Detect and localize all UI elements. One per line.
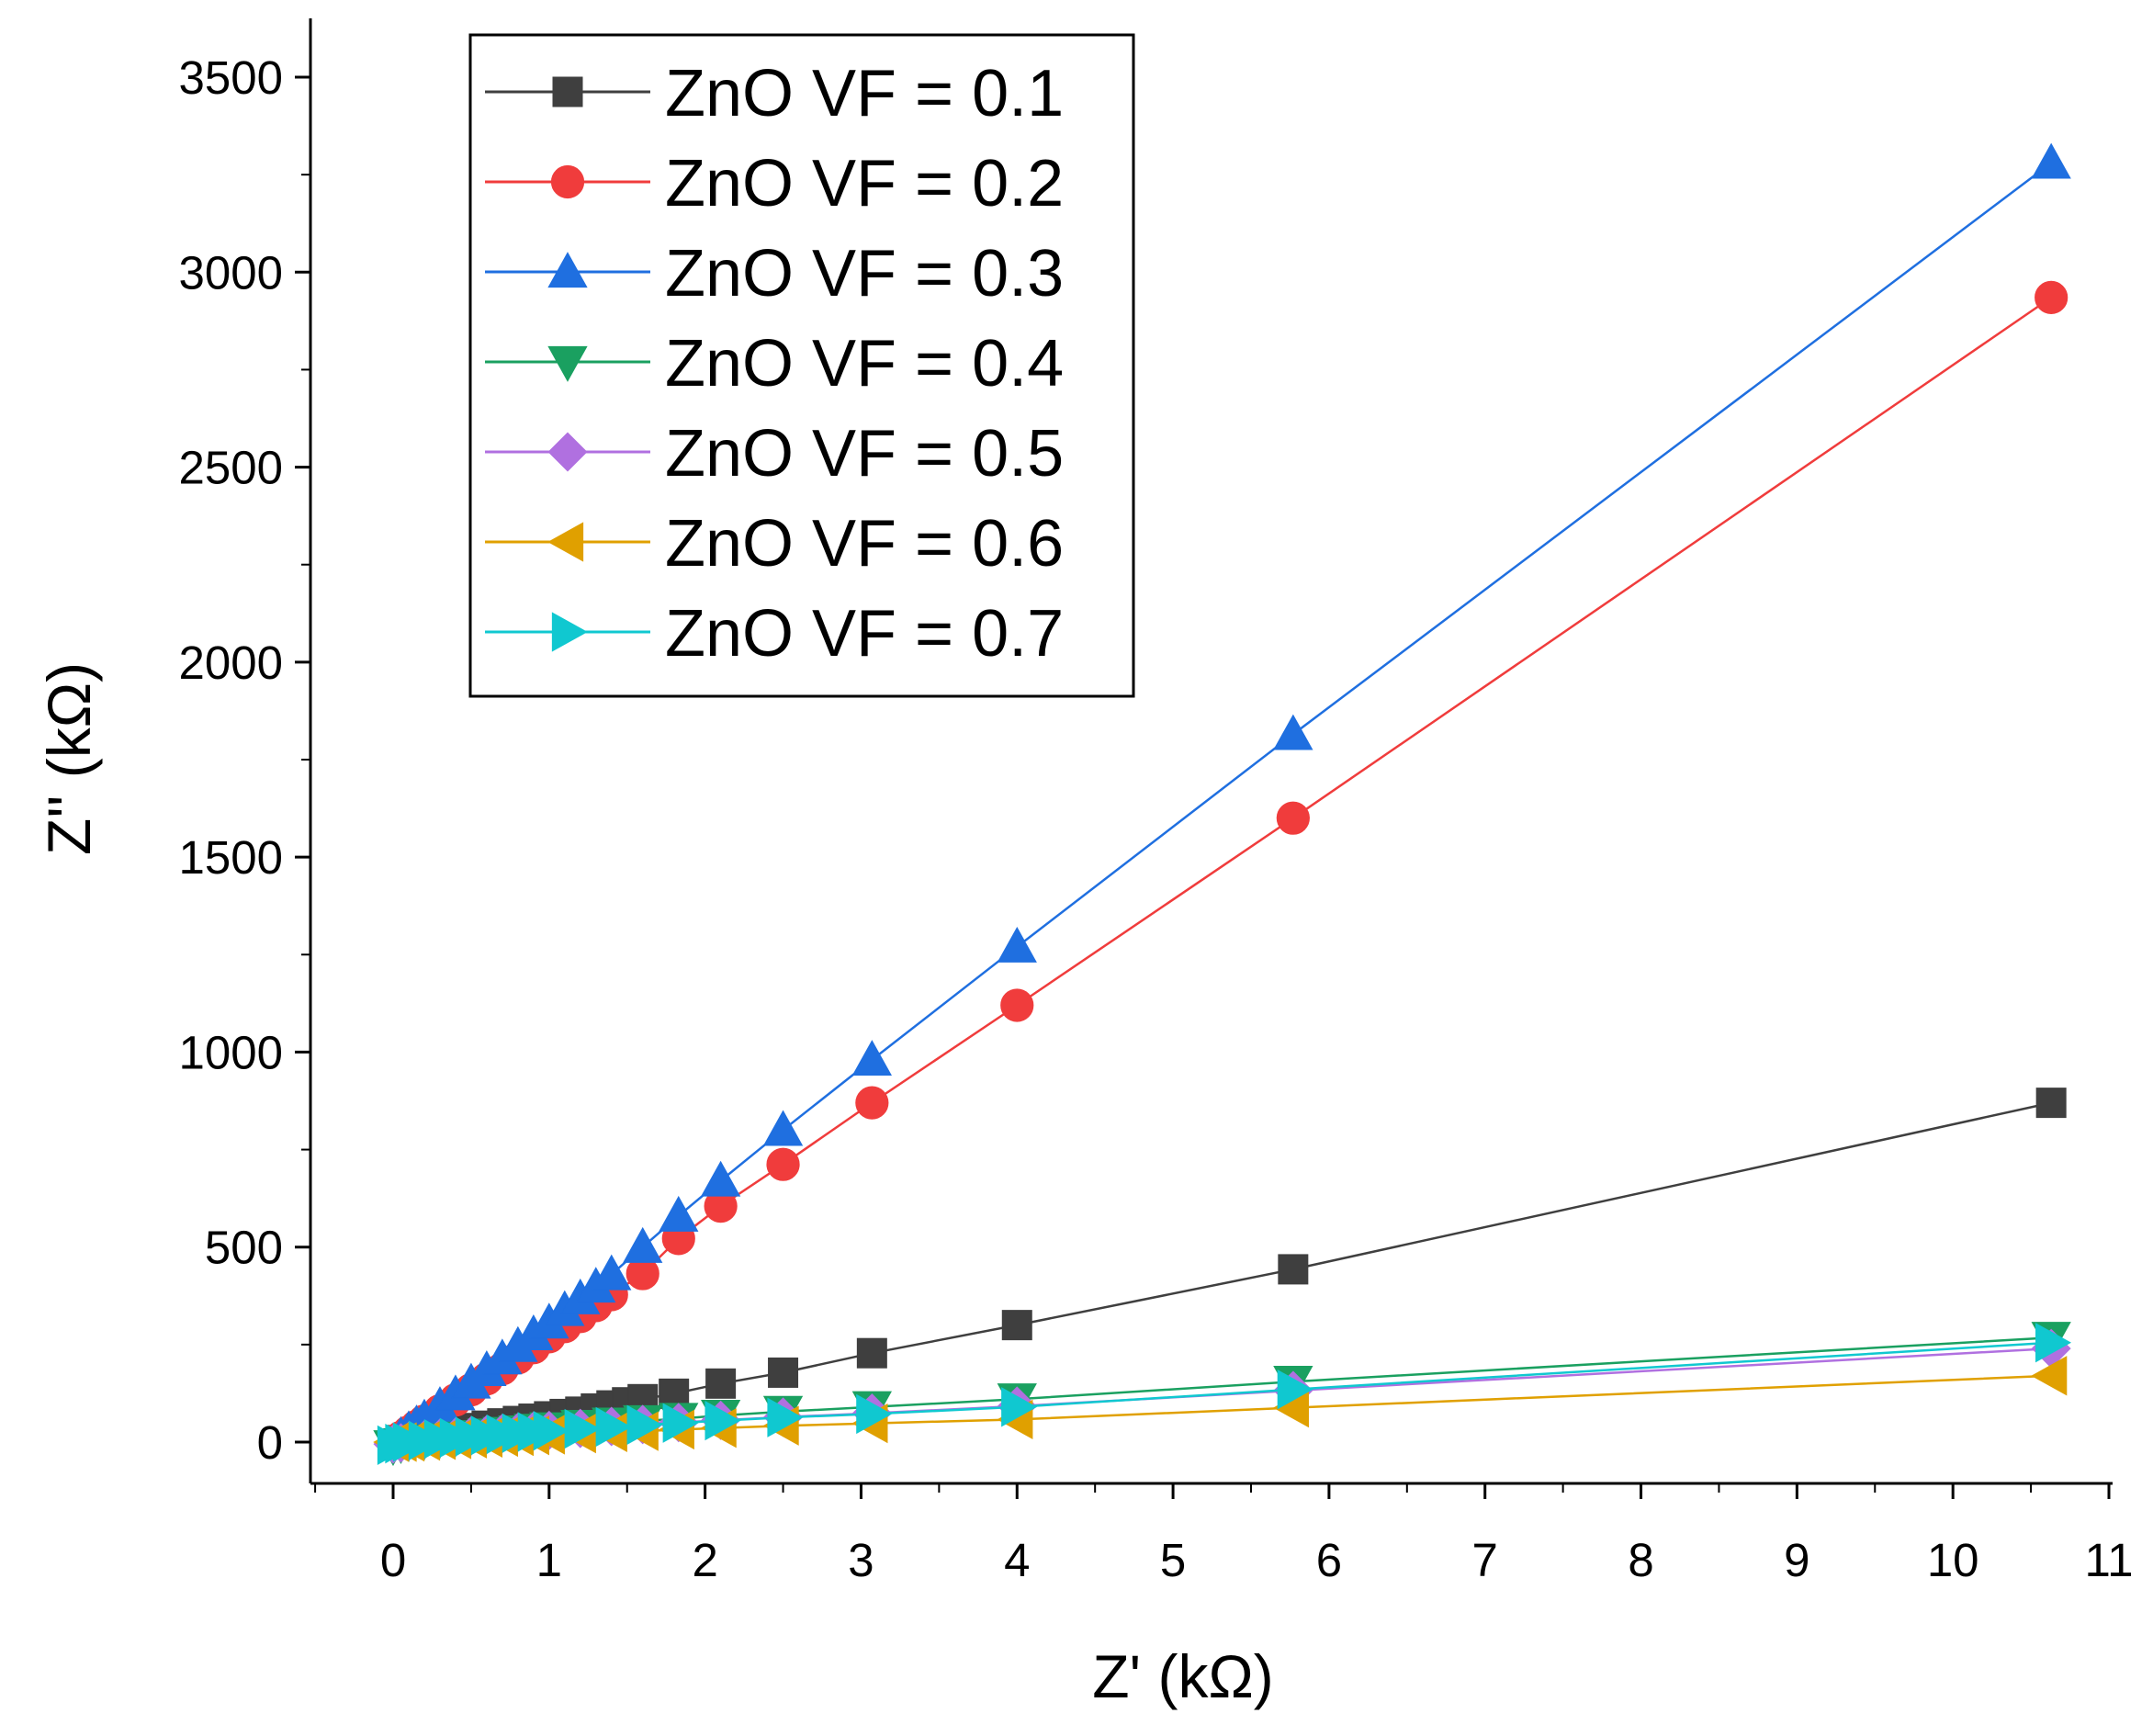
data-point bbox=[626, 1404, 663, 1445]
data-point bbox=[2031, 1356, 2068, 1396]
legend-item: ZnO VF = 0.5 bbox=[485, 417, 1064, 490]
legend-marker bbox=[552, 76, 583, 107]
data-point bbox=[564, 1408, 601, 1449]
y-tick-label: 3000 bbox=[179, 246, 283, 299]
legend-marker bbox=[547, 252, 588, 288]
data-point bbox=[768, 1357, 799, 1388]
y-tick-label: 2000 bbox=[179, 637, 283, 689]
y-tick-label: 500 bbox=[205, 1222, 283, 1274]
legend-marker bbox=[547, 432, 588, 472]
data-point bbox=[705, 1368, 737, 1399]
data-point bbox=[705, 1400, 741, 1441]
data-point bbox=[1277, 1370, 1313, 1410]
data-point bbox=[533, 1411, 569, 1451]
legend-item: ZnO VF = 0.6 bbox=[485, 507, 1064, 581]
x-tick-label: 6 bbox=[1316, 1534, 1342, 1586]
legend-label: ZnO VF = 0.3 bbox=[665, 237, 1064, 310]
plot-area bbox=[373, 142, 2071, 1467]
y-tick-label: 1000 bbox=[179, 1026, 283, 1078]
data-point bbox=[856, 1393, 893, 1435]
legend-item: ZnO VF = 0.2 bbox=[485, 147, 1064, 220]
y-tick-label: 0 bbox=[257, 1416, 283, 1469]
data-point bbox=[659, 1195, 699, 1232]
legend-item: ZnO VF = 0.4 bbox=[485, 327, 1064, 400]
data-point bbox=[623, 1226, 663, 1263]
data-point bbox=[766, 1147, 800, 1181]
legend-marker bbox=[547, 522, 584, 562]
x-tick-label: 3 bbox=[848, 1534, 874, 1586]
x-tick-label: 0 bbox=[380, 1534, 406, 1586]
x-axis-title: Z' (kΩ) bbox=[1092, 1642, 1274, 1710]
data-point bbox=[762, 1110, 804, 1146]
data-point bbox=[856, 1337, 887, 1369]
x-tick-label: 4 bbox=[1004, 1534, 1030, 1586]
data-point bbox=[2035, 280, 2068, 314]
data-point bbox=[1273, 714, 1313, 750]
data-point bbox=[1001, 1310, 1032, 1341]
y-axis-title: Z'' (kΩ) bbox=[35, 662, 103, 855]
legend-item: ZnO VF = 0.1 bbox=[485, 57, 1064, 130]
data-point bbox=[855, 1086, 889, 1120]
x-tick-label: 2 bbox=[692, 1534, 717, 1586]
legend: ZnO VF = 0.1 ZnO VF = 0.2 ZnO VF = 0.3 ZnO … bbox=[468, 33, 1135, 698]
data-point bbox=[2035, 1088, 2067, 1119]
data-point bbox=[700, 1160, 741, 1197]
data-point bbox=[767, 1397, 804, 1437]
x-tick-label: 11 bbox=[2085, 1534, 2134, 1586]
data-point bbox=[1000, 988, 1034, 1022]
legend-marker bbox=[550, 164, 585, 199]
axes: 0 1 2 3 4 5 6 7 8 9 10 11 0 500 1000 1500 2000 2500 3000 35… bbox=[179, 18, 2134, 1586]
x-tick-label: 10 bbox=[1927, 1534, 1979, 1586]
y-tick-label: 2500 bbox=[179, 442, 283, 494]
x-tick-label: 1 bbox=[536, 1534, 562, 1586]
x-tick-label: 8 bbox=[1628, 1534, 1653, 1586]
data-point bbox=[851, 1040, 892, 1077]
legend-label: ZnO VF = 0.7 bbox=[665, 597, 1064, 671]
x-tick-label: 9 bbox=[1784, 1534, 1809, 1586]
x-tick-label: 7 bbox=[1472, 1534, 1498, 1586]
data-point bbox=[592, 1254, 632, 1291]
x-tick-label: 5 bbox=[1160, 1534, 1186, 1586]
legend-item: ZnO VF = 0.7 bbox=[485, 597, 1064, 671]
legend-box bbox=[468, 33, 1135, 698]
legend-marker bbox=[547, 345, 588, 382]
data-point bbox=[1001, 1387, 1038, 1427]
legend-label: ZnO VF = 0.6 bbox=[665, 507, 1064, 581]
legend-label: ZnO VF = 0.2 bbox=[665, 147, 1064, 220]
data-point bbox=[1276, 801, 1310, 835]
y-tick-label: 1500 bbox=[179, 831, 283, 884]
legend-label: ZnO VF = 0.5 bbox=[665, 417, 1064, 490]
data-point bbox=[662, 1403, 699, 1443]
data-point bbox=[2035, 1323, 2071, 1363]
y-tick-label: 3500 bbox=[179, 51, 283, 104]
legend-label: ZnO VF = 0.1 bbox=[665, 57, 1064, 130]
legend-label: ZnO VF = 0.4 bbox=[665, 327, 1064, 400]
legend-marker bbox=[551, 612, 588, 652]
data-point bbox=[2031, 142, 2071, 179]
data-point bbox=[595, 1406, 632, 1448]
data-point bbox=[997, 926, 1037, 963]
data-point bbox=[1278, 1254, 1309, 1285]
series-7 bbox=[377, 1323, 2071, 1466]
legend-item: ZnO VF = 0.3 bbox=[485, 237, 1064, 310]
